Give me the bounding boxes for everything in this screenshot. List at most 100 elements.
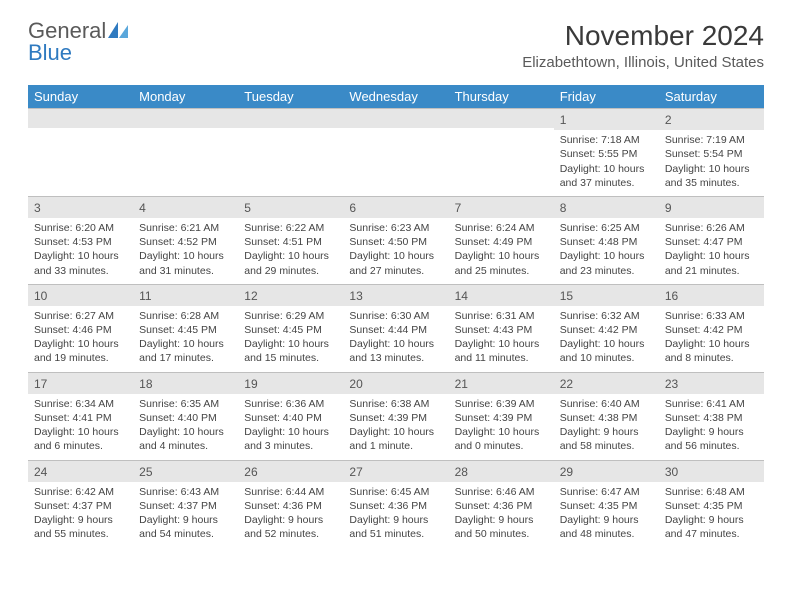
day-body: Sunrise: 6:26 AMSunset: 4:47 PMDaylight:… bbox=[659, 218, 764, 284]
title-block: November 2024 Elizabethtown, Illinois, U… bbox=[522, 20, 764, 71]
sunset-text: Sunset: 5:54 PM bbox=[665, 147, 758, 161]
daylight-text: Daylight: 10 hours and 4 minutes. bbox=[139, 425, 232, 453]
calendar-page: General Blue November 2024 Elizabethtown… bbox=[0, 0, 792, 557]
sunrise-text: Sunrise: 6:48 AM bbox=[665, 485, 758, 499]
day-body: Sunrise: 6:28 AMSunset: 4:45 PMDaylight:… bbox=[133, 306, 238, 372]
day-number: 27 bbox=[343, 460, 448, 482]
sunrise-text: Sunrise: 6:21 AM bbox=[139, 221, 232, 235]
weekday-header: Tuesday bbox=[238, 85, 343, 108]
daylight-text: Daylight: 10 hours and 1 minute. bbox=[349, 425, 442, 453]
calendar-day-cell: 16Sunrise: 6:33 AMSunset: 4:42 PMDayligh… bbox=[659, 284, 764, 372]
month-title: November 2024 bbox=[522, 20, 764, 52]
daylight-text: Daylight: 10 hours and 27 minutes. bbox=[349, 249, 442, 277]
sunrise-text: Sunrise: 6:34 AM bbox=[34, 397, 127, 411]
day-body: Sunrise: 6:48 AMSunset: 4:35 PMDaylight:… bbox=[659, 482, 764, 548]
sunset-text: Sunset: 4:36 PM bbox=[244, 499, 337, 513]
calendar-day-cell: 23Sunrise: 6:41 AMSunset: 4:38 PMDayligh… bbox=[659, 372, 764, 460]
sunset-text: Sunset: 4:45 PM bbox=[139, 323, 232, 337]
day-body: Sunrise: 6:47 AMSunset: 4:35 PMDaylight:… bbox=[554, 482, 659, 548]
sunrise-text: Sunrise: 6:25 AM bbox=[560, 221, 653, 235]
calendar-week-row: 24Sunrise: 6:42 AMSunset: 4:37 PMDayligh… bbox=[28, 460, 764, 548]
sunrise-text: Sunrise: 6:26 AM bbox=[665, 221, 758, 235]
day-number: 8 bbox=[554, 196, 659, 218]
daylight-text: Daylight: 10 hours and 35 minutes. bbox=[665, 162, 758, 190]
day-body: Sunrise: 7:18 AMSunset: 5:55 PMDaylight:… bbox=[554, 130, 659, 196]
sunset-text: Sunset: 4:35 PM bbox=[560, 499, 653, 513]
logo-word-2: Blue bbox=[28, 40, 72, 65]
sunrise-text: Sunrise: 6:39 AM bbox=[455, 397, 548, 411]
day-body: Sunrise: 6:20 AMSunset: 4:53 PMDaylight:… bbox=[28, 218, 133, 284]
calendar-day-cell: 14Sunrise: 6:31 AMSunset: 4:43 PMDayligh… bbox=[449, 284, 554, 372]
day-body-empty bbox=[238, 128, 343, 186]
daylight-text: Daylight: 10 hours and 11 minutes. bbox=[455, 337, 548, 365]
day-number: 25 bbox=[133, 460, 238, 482]
sunset-text: Sunset: 4:40 PM bbox=[244, 411, 337, 425]
day-body: Sunrise: 6:41 AMSunset: 4:38 PMDaylight:… bbox=[659, 394, 764, 460]
sunrise-text: Sunrise: 6:29 AM bbox=[244, 309, 337, 323]
calendar-week-row: 1Sunrise: 7:18 AMSunset: 5:55 PMDaylight… bbox=[28, 108, 764, 196]
sunrise-text: Sunrise: 6:46 AM bbox=[455, 485, 548, 499]
day-body: Sunrise: 6:29 AMSunset: 4:45 PMDaylight:… bbox=[238, 306, 343, 372]
day-number: 18 bbox=[133, 372, 238, 394]
calendar-day-cell: 1Sunrise: 7:18 AMSunset: 5:55 PMDaylight… bbox=[554, 108, 659, 196]
day-body: Sunrise: 6:33 AMSunset: 4:42 PMDaylight:… bbox=[659, 306, 764, 372]
sunset-text: Sunset: 4:37 PM bbox=[139, 499, 232, 513]
sunset-text: Sunset: 4:36 PM bbox=[349, 499, 442, 513]
calendar-day-cell: 11Sunrise: 6:28 AMSunset: 4:45 PMDayligh… bbox=[133, 284, 238, 372]
weekday-header: Wednesday bbox=[343, 85, 448, 108]
day-number: 5 bbox=[238, 196, 343, 218]
day-body: Sunrise: 6:40 AMSunset: 4:38 PMDaylight:… bbox=[554, 394, 659, 460]
logo-text: General Blue bbox=[28, 20, 130, 64]
sunrise-text: Sunrise: 6:45 AM bbox=[349, 485, 442, 499]
calendar-day-cell: 29Sunrise: 6:47 AMSunset: 4:35 PMDayligh… bbox=[554, 460, 659, 548]
sunset-text: Sunset: 4:36 PM bbox=[455, 499, 548, 513]
weekday-header-row: Sunday Monday Tuesday Wednesday Thursday… bbox=[28, 85, 764, 108]
daylight-text: Daylight: 9 hours and 56 minutes. bbox=[665, 425, 758, 453]
sunrise-text: Sunrise: 6:20 AM bbox=[34, 221, 127, 235]
sunrise-text: Sunrise: 6:43 AM bbox=[139, 485, 232, 499]
brand-logo: General Blue bbox=[28, 20, 130, 64]
sunset-text: Sunset: 4:52 PM bbox=[139, 235, 232, 249]
sunset-text: Sunset: 4:39 PM bbox=[349, 411, 442, 425]
day-number-empty bbox=[133, 108, 238, 128]
weekday-header: Monday bbox=[133, 85, 238, 108]
sunset-text: Sunset: 4:39 PM bbox=[455, 411, 548, 425]
day-body: Sunrise: 6:21 AMSunset: 4:52 PMDaylight:… bbox=[133, 218, 238, 284]
daylight-text: Daylight: 10 hours and 23 minutes. bbox=[560, 249, 653, 277]
day-number: 26 bbox=[238, 460, 343, 482]
sunrise-text: Sunrise: 6:24 AM bbox=[455, 221, 548, 235]
day-body-empty bbox=[449, 128, 554, 186]
calendar-day-cell: 18Sunrise: 6:35 AMSunset: 4:40 PMDayligh… bbox=[133, 372, 238, 460]
logo-sail-icon bbox=[108, 22, 130, 38]
calendar-day-cell: 9Sunrise: 6:26 AMSunset: 4:47 PMDaylight… bbox=[659, 196, 764, 284]
sunset-text: Sunset: 4:38 PM bbox=[665, 411, 758, 425]
sunrise-text: Sunrise: 6:41 AM bbox=[665, 397, 758, 411]
calendar-day-cell bbox=[449, 108, 554, 196]
sunset-text: Sunset: 4:41 PM bbox=[34, 411, 127, 425]
sunrise-text: Sunrise: 6:42 AM bbox=[34, 485, 127, 499]
day-body: Sunrise: 6:45 AMSunset: 4:36 PMDaylight:… bbox=[343, 482, 448, 548]
day-number: 17 bbox=[28, 372, 133, 394]
day-number: 16 bbox=[659, 284, 764, 306]
sunset-text: Sunset: 4:35 PM bbox=[665, 499, 758, 513]
daylight-text: Daylight: 10 hours and 0 minutes. bbox=[455, 425, 548, 453]
sunrise-text: Sunrise: 6:30 AM bbox=[349, 309, 442, 323]
calendar-day-cell: 5Sunrise: 6:22 AMSunset: 4:51 PMDaylight… bbox=[238, 196, 343, 284]
sunrise-text: Sunrise: 7:19 AM bbox=[665, 133, 758, 147]
sunset-text: Sunset: 4:50 PM bbox=[349, 235, 442, 249]
sunrise-text: Sunrise: 6:44 AM bbox=[244, 485, 337, 499]
day-number-empty bbox=[238, 108, 343, 128]
sunrise-text: Sunrise: 7:18 AM bbox=[560, 133, 653, 147]
sunrise-text: Sunrise: 6:23 AM bbox=[349, 221, 442, 235]
sunset-text: Sunset: 4:49 PM bbox=[455, 235, 548, 249]
day-number: 30 bbox=[659, 460, 764, 482]
sunset-text: Sunset: 4:38 PM bbox=[560, 411, 653, 425]
day-number-empty bbox=[28, 108, 133, 128]
daylight-text: Daylight: 10 hours and 31 minutes. bbox=[139, 249, 232, 277]
calendar-day-cell: 22Sunrise: 6:40 AMSunset: 4:38 PMDayligh… bbox=[554, 372, 659, 460]
calendar-day-cell: 13Sunrise: 6:30 AMSunset: 4:44 PMDayligh… bbox=[343, 284, 448, 372]
day-number: 7 bbox=[449, 196, 554, 218]
day-number: 15 bbox=[554, 284, 659, 306]
day-body: Sunrise: 6:24 AMSunset: 4:49 PMDaylight:… bbox=[449, 218, 554, 284]
day-body-empty bbox=[28, 128, 133, 186]
